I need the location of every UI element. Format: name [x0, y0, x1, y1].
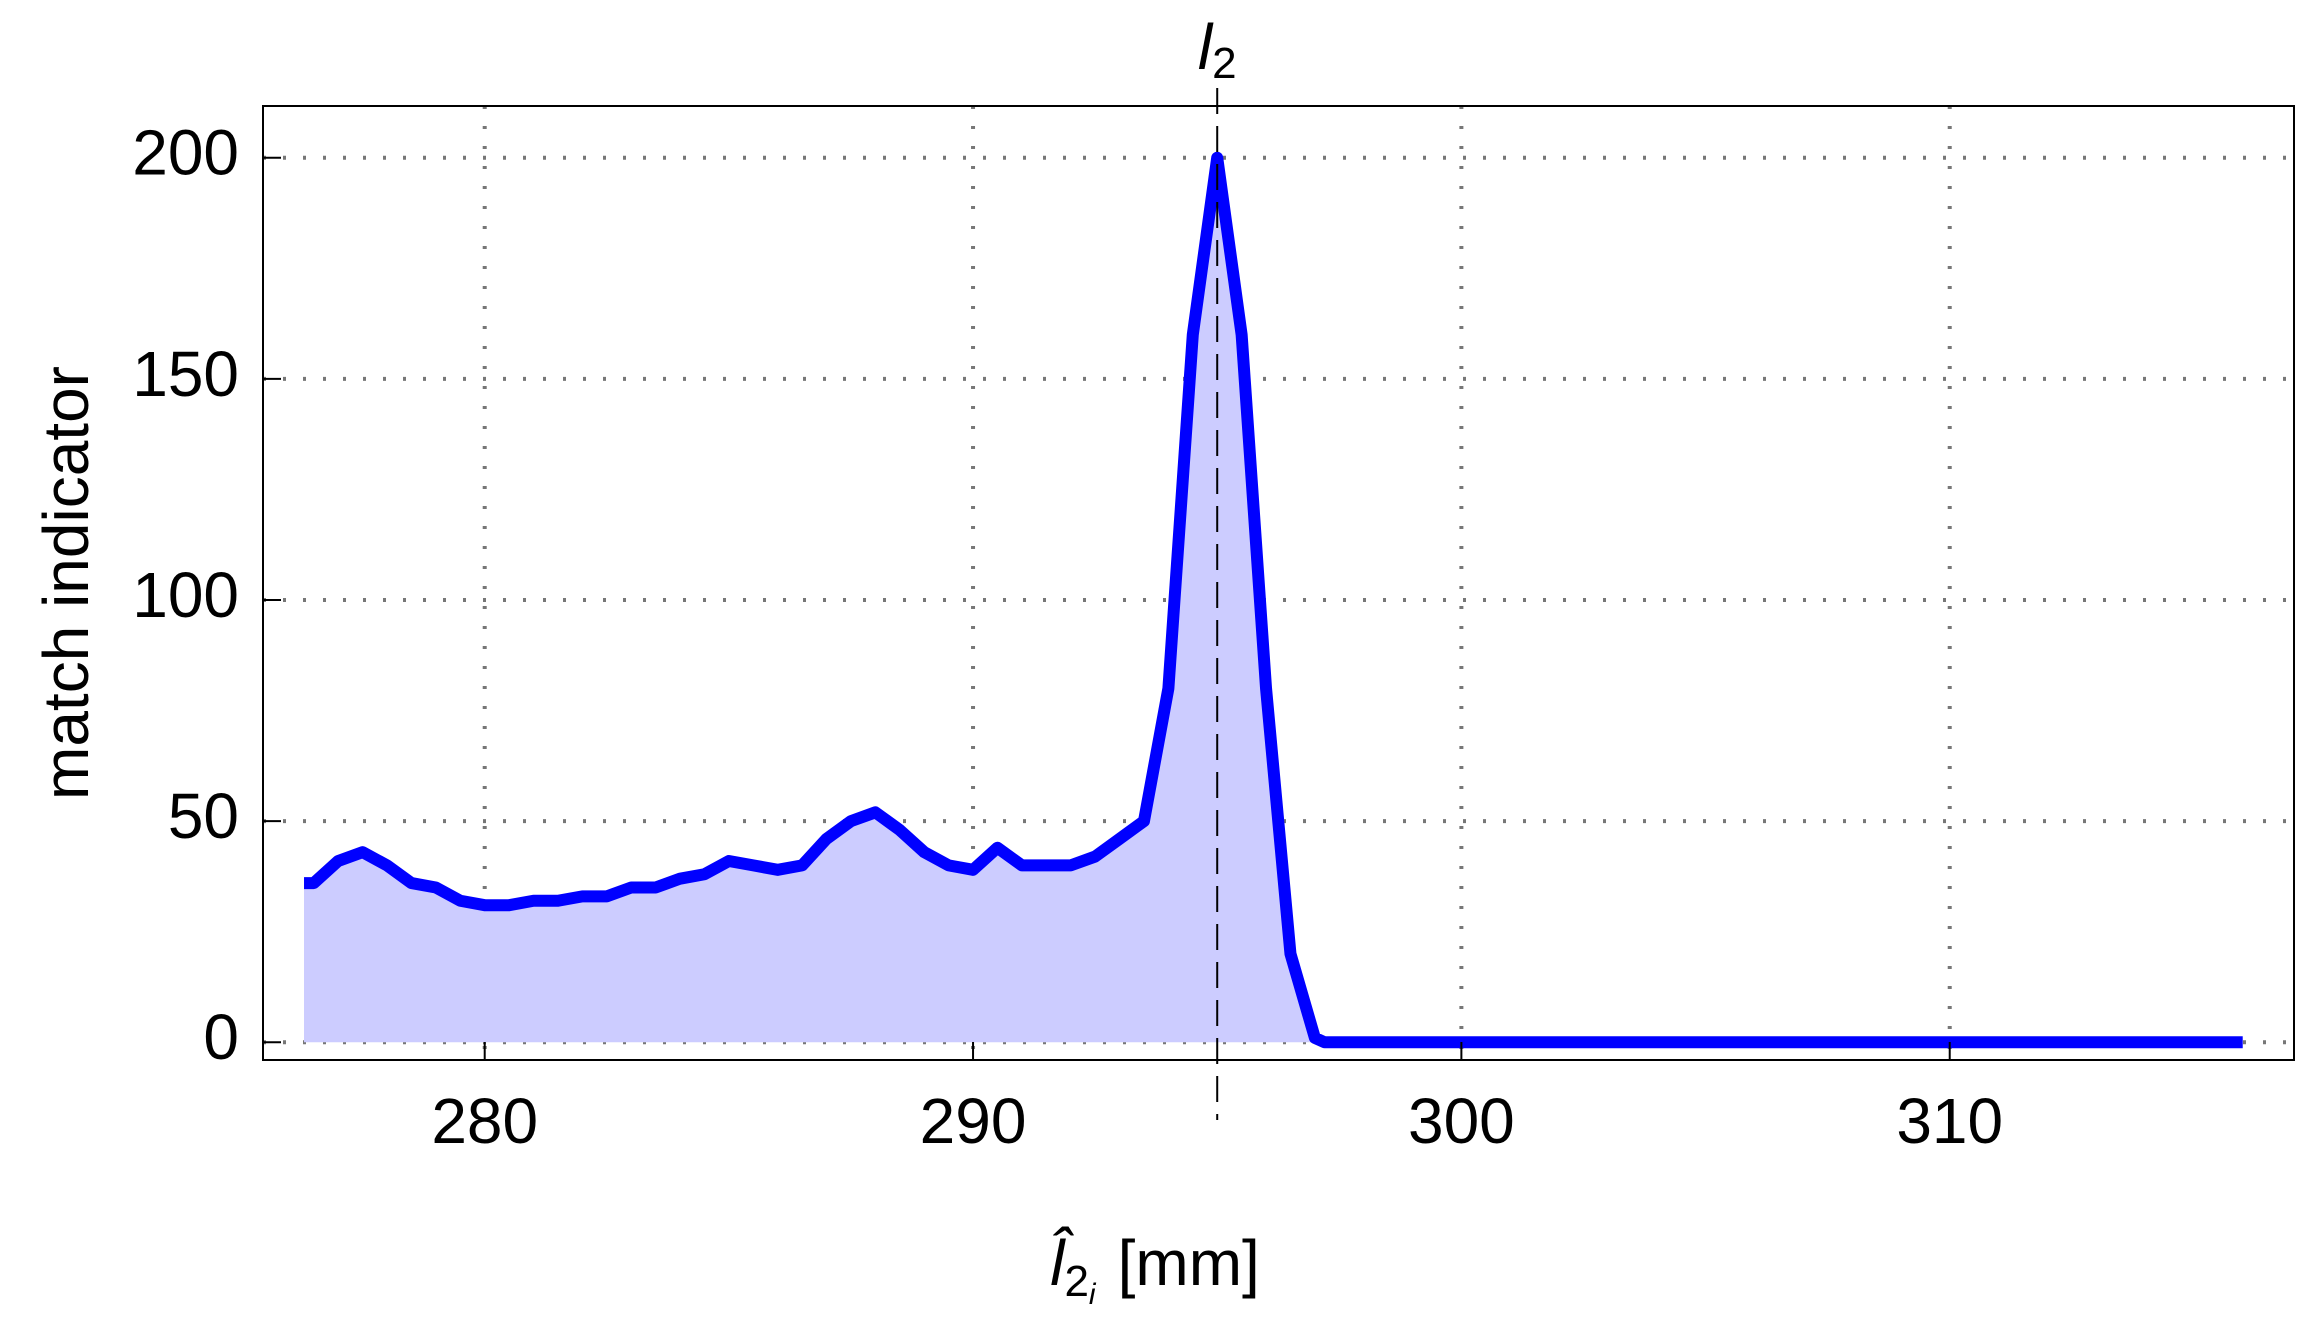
- x-label-sub: 2: [1064, 1257, 1088, 1306]
- x-tick-label: 290: [920, 1085, 1027, 1157]
- area: [304, 157, 2243, 1043]
- x-tick-label: 310: [1896, 1085, 2003, 1157]
- y-tick-label: 0: [203, 1001, 239, 1073]
- x-axis-label: l̂2i [mm]: [1050, 1226, 1260, 1311]
- y-axis-label: match indicator: [30, 366, 102, 800]
- y-tick-label: 150: [132, 338, 239, 410]
- annotation: l2: [1198, 11, 1237, 88]
- y-tick-label: 200: [132, 117, 239, 189]
- x-tick-label: 300: [1408, 1085, 1515, 1157]
- y-tick-label: 50: [168, 780, 239, 852]
- x-label-unit: [mm]: [1118, 1227, 1260, 1299]
- line: [304, 151, 2243, 1049]
- annotation-symbol: l: [1198, 11, 1214, 83]
- frame: [262, 105, 2295, 1061]
- y-tick-label: 100: [132, 559, 239, 631]
- x-tick-label: 280: [431, 1085, 538, 1157]
- annotation-sub: 2: [1212, 39, 1236, 88]
- plot-area: [263, 106, 2294, 1060]
- x-label-subsub: i: [1089, 1278, 1097, 1311]
